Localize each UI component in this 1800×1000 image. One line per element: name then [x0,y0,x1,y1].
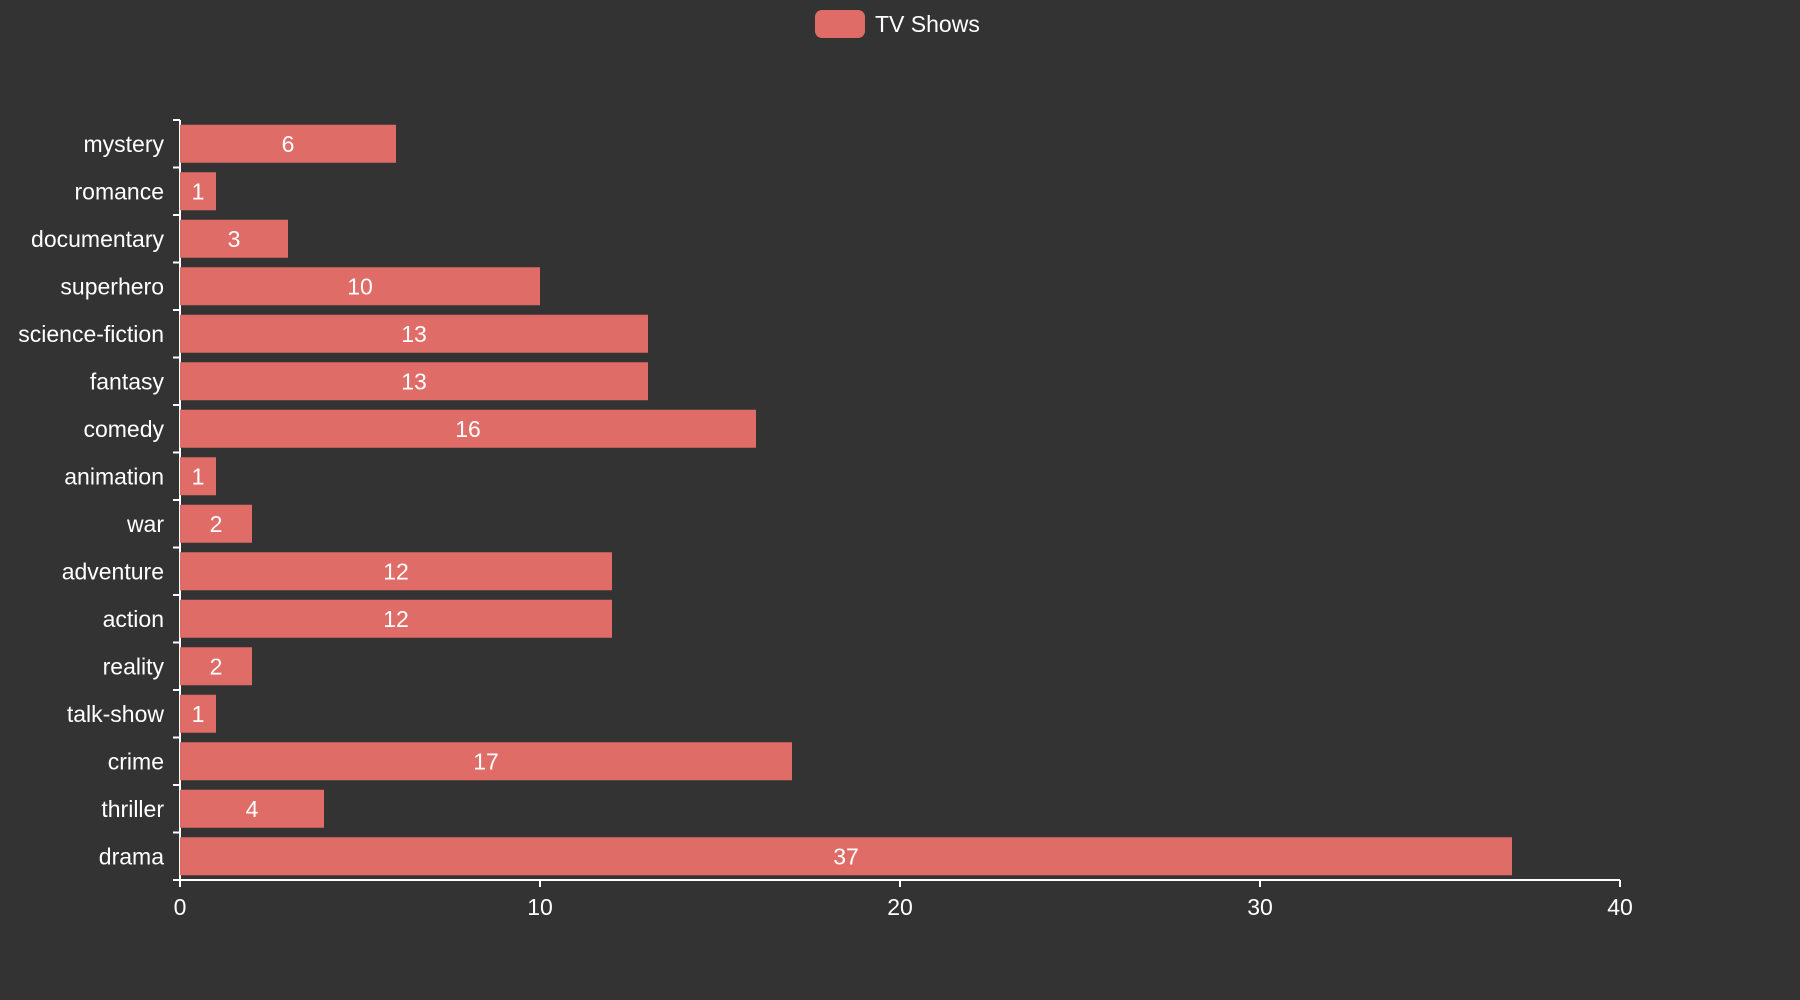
bar-superhero [180,267,540,306]
category-label: comedy [83,416,164,442]
bar-value-label: 2 [210,511,223,537]
bar-crime [180,742,792,781]
bar-value-label: 13 [401,368,427,394]
category-label: war [126,511,164,537]
bar-romance [180,172,216,211]
bar-value-label: 12 [383,558,409,584]
category-label: reality [103,653,165,679]
x-tick-label: 30 [1247,894,1273,920]
legend-swatch [815,10,865,38]
bar-value-label: 3 [228,226,241,252]
x-axis: 0 10 20 30 40 [174,879,1633,920]
bar-documentary [180,219,288,258]
x-tick-label: 20 [887,894,913,920]
legend-label: TV Shows [875,11,980,37]
bar-value-label: 1 [192,178,205,204]
bar-action [180,599,612,638]
bar-mystery [180,124,396,163]
x-tick-label: 0 [174,894,187,920]
bar-value-label: 12 [383,606,409,632]
bar-thriller [180,789,324,828]
bar-adventure [180,552,612,591]
bar-value-label: 13 [401,321,427,347]
bar-reality [180,647,252,686]
category-label: adventure [62,558,164,584]
bar-fantasy [180,362,648,401]
category-label: crime [108,748,164,774]
category-label: mystery [84,131,165,157]
x-tick-label: 40 [1607,894,1633,920]
category-label: documentary [31,226,164,252]
bar-comedy [180,409,756,448]
bar-value-label: 1 [192,701,205,727]
bar-value-label: 10 [347,273,373,299]
bar-value-label: 17 [473,748,499,774]
bar-talk-show [180,694,216,733]
category-label: action [103,606,164,632]
bar-war [180,504,252,543]
bar-drama [180,837,1512,876]
bar-value-label: 2 [210,653,223,679]
category-label: animation [64,463,164,489]
category-label: romance [75,178,164,204]
category-label: thriller [101,796,164,822]
bar-value-label: 4 [246,796,259,822]
category-label: superhero [60,273,164,299]
category-label: fantasy [90,368,165,394]
category-label: science-fiction [18,321,164,347]
x-tick-label: 10 [527,894,553,920]
category-label: drama [99,843,164,869]
bar-value-label: 6 [282,131,295,157]
category-label: talk-show [67,701,165,727]
bar-value-label: 1 [192,463,205,489]
bar-value-label: 16 [455,416,481,442]
bar-science-fiction [180,314,648,353]
bar-animation [180,457,216,496]
y-axis: mystery romance documentary superhero scienc… [18,119,181,881]
bar-value-label: 37 [833,843,859,869]
legend: TV Shows [815,10,980,38]
